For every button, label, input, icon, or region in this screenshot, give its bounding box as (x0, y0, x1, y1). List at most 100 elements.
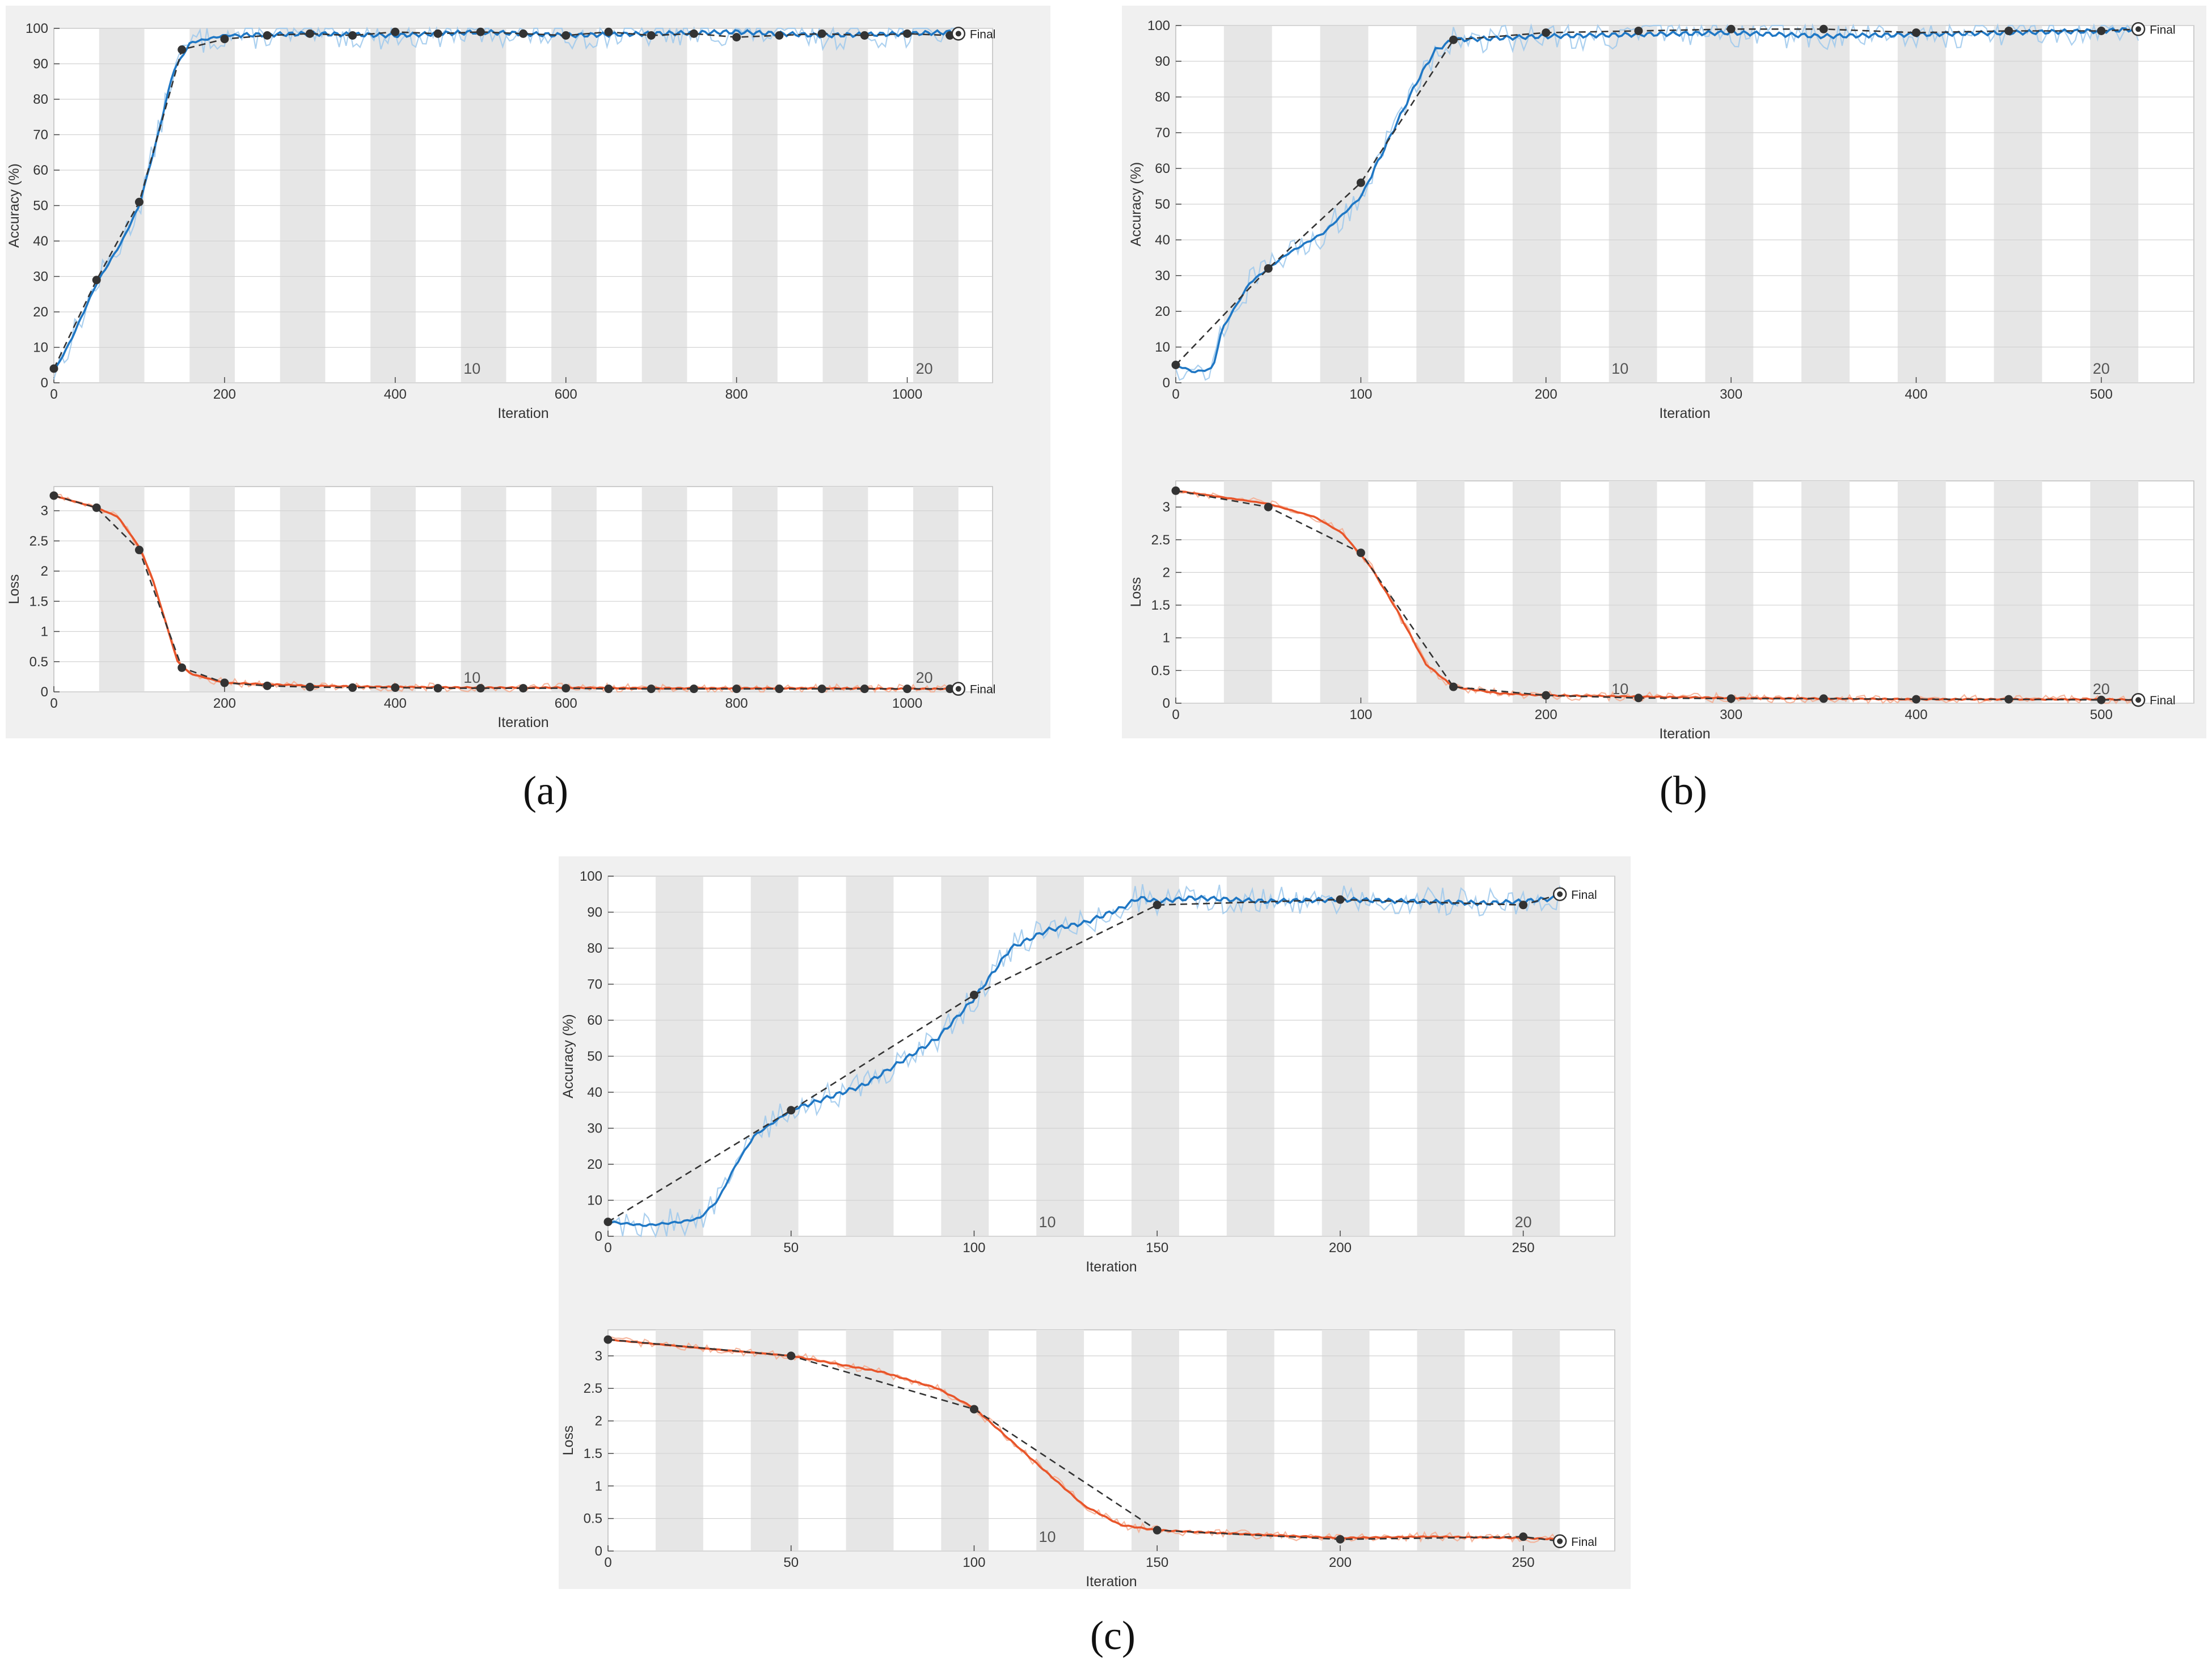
b-accuracy-ytick-label: 40 (1155, 233, 1170, 248)
b-loss-validation-point (1819, 694, 1828, 703)
c-accuracy-ytick-label: 50 (587, 1049, 602, 1064)
b-loss-validation-point (1634, 694, 1643, 703)
c-loss-epoch-band (1512, 1330, 1560, 1551)
b-accuracy-validation-point (1634, 26, 1643, 35)
c-accuracy-ylabel: Accuracy (%) (560, 1014, 576, 1098)
a-loss-validation-point (817, 684, 826, 694)
b-loss-epoch-band (1801, 481, 1850, 703)
b-accuracy-xtick-label: 100 (1349, 387, 1372, 402)
a-loss-validation-point (134, 546, 143, 555)
c-loss-epoch-band (1226, 1330, 1274, 1551)
b-loss-validation-point (1171, 486, 1180, 495)
a-accuracy-ytick-label: 50 (33, 198, 48, 214)
c-accuracy-epoch-label: 10 (1039, 1214, 1056, 1231)
a-accuracy-validation-point (49, 364, 58, 373)
b-accuracy-ytick-label: 60 (1155, 161, 1170, 176)
a-loss-ytick-label: 0 (41, 684, 48, 700)
c-loss-xtick-label: 100 (963, 1555, 985, 1570)
b-loss-ytick-label: 2.5 (1151, 533, 1170, 548)
a-loss-validation-point (476, 684, 485, 693)
c-loss-validation-point (1336, 1535, 1345, 1544)
c-loss-ytick-label: 3 (595, 1349, 602, 1364)
b-loss-xtick-label: 400 (1905, 707, 1927, 722)
b-loss-epoch-label: 20 (2093, 681, 2110, 698)
a-accuracy-epoch-label: 20 (916, 360, 933, 377)
b-accuracy-ytick-label: 10 (1155, 340, 1170, 355)
b-accuracy-ytick-label: 80 (1155, 90, 1170, 105)
chart-b-accuracy: 0 100 200 300 400 500 0 10 20 30 40 50 60 70 80 90 100 It… (1128, 18, 2194, 421)
a-accuracy-validation-line (53, 31, 959, 369)
b-accuracy-validation-point (1542, 28, 1551, 37)
b-loss-epoch-band (1994, 481, 2042, 703)
a-accuracy-validation-point (348, 31, 357, 40)
c-loss-ytick-label: 1.5 (584, 1446, 602, 1461)
a-accuracy-validation-point (92, 276, 101, 285)
a-accuracy-ytick-label: 60 (33, 163, 48, 178)
c-loss-epoch-label: 10 (1039, 1528, 1056, 1545)
a-loss-validation-point (775, 684, 784, 694)
a-loss-xtick-label: 400 (384, 696, 407, 711)
a-loss-epoch-band (913, 487, 959, 692)
panel-a: 0 200 400 600 800 10000102030405060708090100I… (6, 6, 1050, 738)
c-accuracy-xtick-label: 150 (1146, 1240, 1168, 1256)
c-loss-ytick-label: 2 (595, 1414, 602, 1429)
c-loss-epoch-band (750, 1330, 799, 1551)
c-loss-epoch-band (1322, 1330, 1370, 1551)
c-loss-epoch-band (655, 1330, 703, 1551)
c-accuracy-training-line (607, 894, 1560, 1227)
c-loss-epoch-band (846, 1330, 894, 1551)
b-loss-validation-point (1356, 548, 1365, 557)
c-loss-xtick-label: 250 (1512, 1555, 1535, 1570)
a-loss-validation-point (903, 684, 912, 694)
b-accuracy-validation-point (1911, 28, 1920, 37)
b-loss-validation-point (1264, 502, 1273, 512)
b-loss-final-marker-dot (2135, 697, 2142, 703)
b-accuracy-validation-point (2097, 26, 2106, 35)
a-accuracy-validation-point (519, 29, 527, 38)
a-loss-epoch-band (461, 487, 506, 692)
a-accuracy-validation-point (689, 29, 698, 38)
a-accuracy-validation-point (817, 29, 826, 38)
b-accuracy-ytick-label: 70 (1155, 125, 1170, 141)
a-loss-epoch-band (280, 487, 326, 692)
a-loss-validation-point (263, 681, 272, 690)
a-loss-validation-point (519, 684, 527, 693)
chart-c-loss: 0 50 100 150 200 250 0 0.5 1 1.5 2 2.5 3 Iteration Los… (560, 1329, 1615, 1590)
c-loss-final-marker-dot (1557, 1538, 1563, 1544)
a-accuracy-training-line (53, 28, 960, 373)
c-loss-ytick-label: 0.5 (584, 1511, 602, 1527)
a-loss-epoch-band (822, 487, 868, 692)
a-loss-xtick-label: 200 (213, 696, 236, 711)
a-loss-epoch-band (732, 487, 778, 692)
b-loss-epoch-band (1705, 481, 1754, 703)
b-loss-epoch-band (1609, 481, 1657, 703)
a-accuracy-validation-point (604, 27, 613, 36)
a-loss-validation-point (647, 684, 656, 694)
b-loss-validation-point (1911, 695, 1920, 704)
a-accuracy-validation-point (391, 27, 400, 36)
c-accuracy-ytick-label: 60 (587, 1013, 602, 1028)
c-accuracy-xtick-label: 100 (963, 1240, 985, 1256)
b-loss-epoch-band (1897, 481, 1946, 703)
c-loss-xtick-label: 150 (1146, 1555, 1168, 1570)
a-loss-validation-point (689, 684, 698, 694)
a-accuracy-validation-point (775, 31, 784, 40)
a-accuracy-ytick-label: 90 (33, 57, 48, 72)
b-accuracy-ytick-label: 0 (1163, 375, 1170, 391)
chart-c-accuracy: 0 50 100 150 200 250 0 10 20 30 40 50 60 70 80 90 100 Ite… (560, 869, 1615, 1275)
a-loss-epoch-band (370, 487, 416, 692)
a-accuracy-xtick-label: 800 (725, 387, 748, 402)
a-loss-ytick-label: 1.5 (29, 594, 48, 609)
b-accuracy-validation-point (1264, 264, 1273, 273)
b-accuracy-validation-point (1726, 24, 1736, 33)
a-accuracy-validation-point (860, 31, 869, 40)
a-accuracy-ytick-label: 0 (41, 375, 48, 391)
a-loss-epoch-band (641, 487, 687, 692)
c-accuracy-ytick-label: 0 (595, 1229, 602, 1244)
a-loss-final-marker-dot (955, 686, 961, 692)
c-accuracy-epoch-label: 20 (1515, 1214, 1532, 1231)
b-loss-ytick-label: 1.5 (1151, 598, 1170, 613)
b-accuracy-epoch-label: 20 (2093, 360, 2110, 377)
c-accuracy-xtick-label: 0 (604, 1240, 611, 1256)
c-loss-validation-point (1153, 1525, 1162, 1535)
